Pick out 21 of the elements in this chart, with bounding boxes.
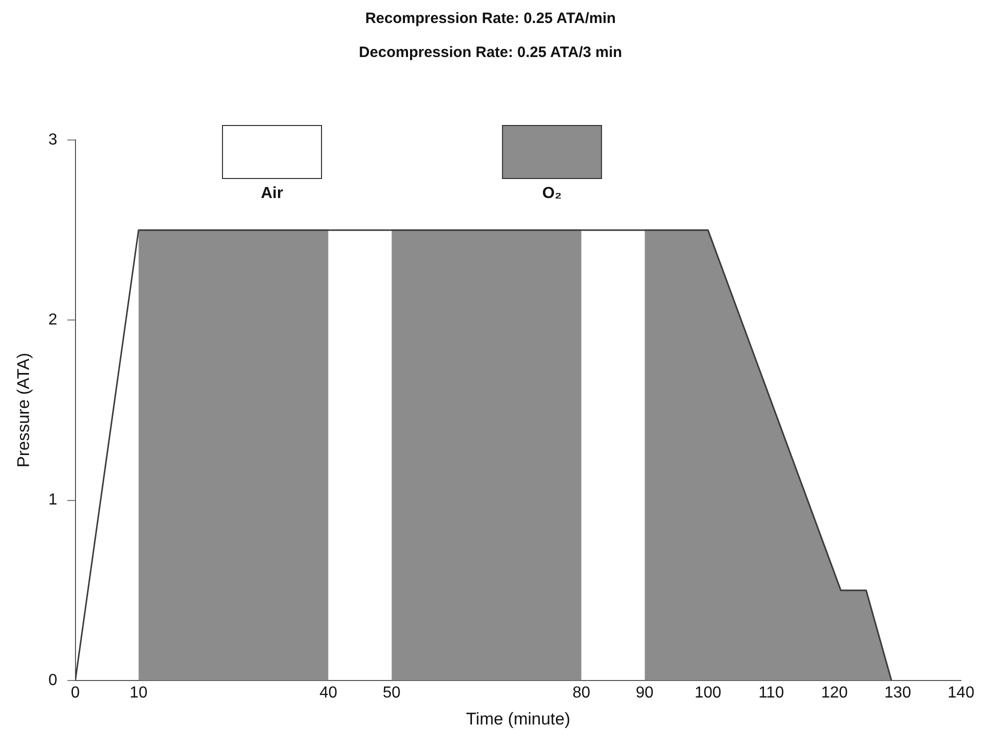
- chart-subtitle: Decompression Rate: 0.25 ATA/3 min: [358, 44, 624, 61]
- series-label: Air: [260, 185, 284, 203]
- x-tick-label: 90: [636, 684, 654, 702]
- x-tick-label: 140: [948, 684, 974, 702]
- x-tick-label: 110: [758, 684, 784, 702]
- y-tick-label: 3: [48, 131, 58, 148]
- y-tick-label: 0: [48, 672, 58, 689]
- x-tick-label: 120: [821, 684, 848, 702]
- x-tick-label: 80: [572, 684, 590, 702]
- y-axis-title: Pressure (ATA): [14, 352, 33, 468]
- x-axis-title: Time (minute): [466, 709, 570, 728]
- y-tick-label: 2: [48, 312, 58, 329]
- series-label: O₂: [541, 185, 563, 203]
- x-tick-label: 100: [694, 684, 722, 702]
- x-tick-label: 0: [70, 684, 80, 702]
- y-tick-label: 1: [48, 492, 58, 509]
- x-tick-label: 40: [319, 684, 338, 702]
- x-tick-label: 10: [130, 684, 148, 702]
- x-tick-label: 130: [884, 684, 912, 702]
- x-tick-label: 50: [382, 684, 401, 702]
- chart-title: Recompression Rate: 0.25 ATA/min: [364, 10, 617, 27]
